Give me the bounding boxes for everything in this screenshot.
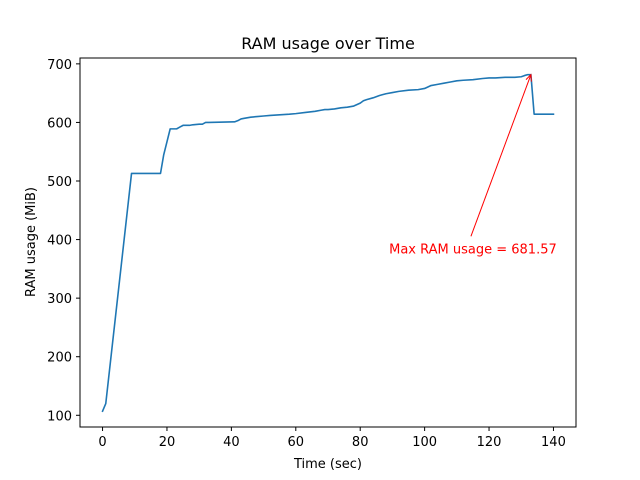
- x-tick-label: 80: [352, 435, 369, 450]
- y-tick-label: 100: [47, 409, 72, 424]
- x-tick-label: 20: [159, 435, 176, 450]
- chart-title: RAM usage over Time: [241, 34, 415, 53]
- y-tick-label: 600: [47, 116, 72, 131]
- plot-area: 0 20 40 60 80 100 120 140 100 200 300 400 500 600 700 M…: [47, 57, 577, 450]
- annotation-arrow: [470, 74, 532, 237]
- series-line-0: [101, 73, 555, 413]
- x-tick-label: 120: [477, 435, 502, 450]
- x-tick-label: 0: [98, 435, 106, 450]
- y-tick-label: 300: [47, 292, 72, 307]
- y-axis-title: RAM usage (MiB): [24, 187, 39, 297]
- x-tick-label: 40: [223, 435, 240, 450]
- x-tick-label: 60: [288, 435, 305, 450]
- x-tick-label: 140: [541, 435, 566, 450]
- y-tick-label: 500: [47, 175, 72, 190]
- y-tick-label: 200: [47, 351, 72, 366]
- x-axis-title: Time (sec): [293, 457, 362, 472]
- plot-frame: [79, 57, 577, 428]
- x-tick-label: 100: [412, 435, 437, 450]
- y-tick-label: 400: [47, 234, 72, 249]
- y-tick-label: 700: [47, 58, 72, 73]
- annotation-arrowhead: [525, 73, 532, 82]
- annotation-label: Max RAM usage = 681.57: [389, 242, 557, 257]
